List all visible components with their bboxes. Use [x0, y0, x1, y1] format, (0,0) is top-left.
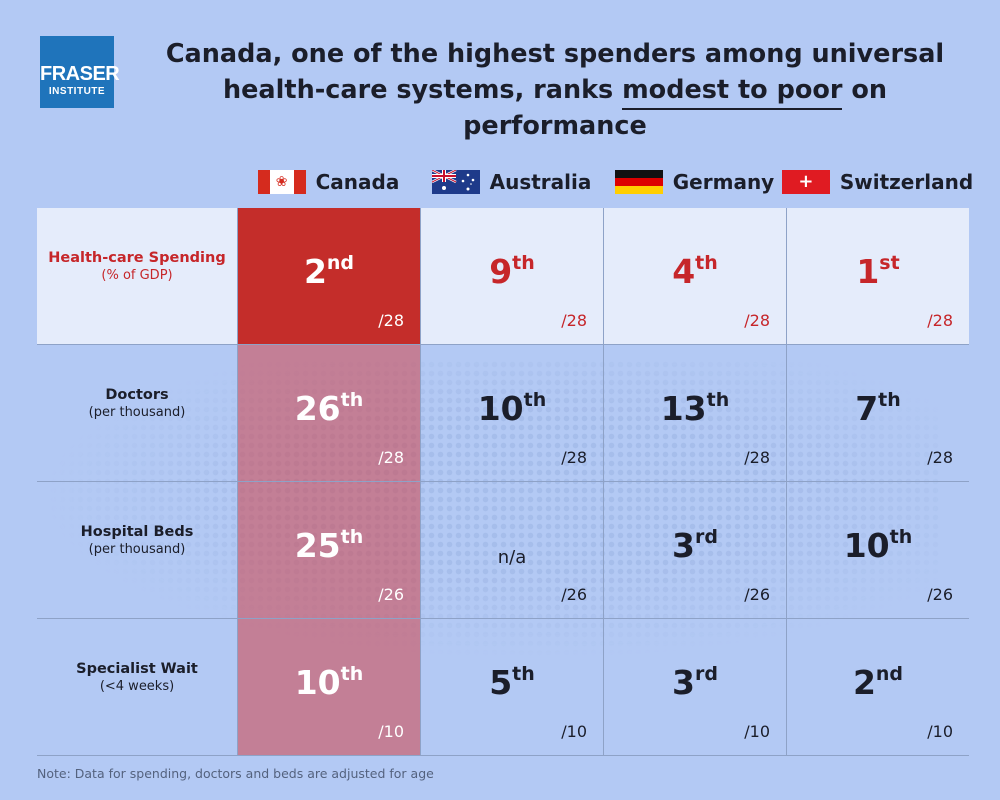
rank-denominator: /26	[927, 585, 953, 604]
rank-value: 3rd	[672, 526, 718, 565]
rank-cell-switzerland: 2nd /10	[786, 619, 969, 755]
rank-cell-canada: 26th /28	[237, 345, 420, 481]
title-underlined-phrase: modest to poor	[622, 75, 843, 110]
rank-denominator: /10	[378, 722, 404, 741]
row-label-sub: (% of GDP)	[101, 267, 173, 283]
ranking-table: Health-care Spending (% of GDP) 2nd /28 …	[37, 208, 969, 756]
rank-value: 10th	[294, 663, 364, 702]
row-label-sub: (per thousand)	[88, 541, 186, 557]
rank-value: 10th	[477, 389, 547, 428]
rank-value: 2nd	[852, 663, 904, 702]
row-label-main: Doctors	[105, 386, 169, 403]
rank-denominator: /28	[927, 448, 953, 467]
logo-line2: INSTITUTE	[48, 86, 106, 97]
australia-flag-icon	[431, 170, 480, 194]
row-label: Specialist Wait (<4 weeks)	[37, 619, 237, 755]
rank-denominator: /28	[378, 448, 404, 467]
rank-denominator: /10	[561, 722, 587, 741]
rank-denominator: /10	[744, 722, 770, 741]
rank-value: 26th	[294, 389, 364, 428]
title-line2-pre: health-care systems, ranks	[222, 75, 623, 105]
world-map-background	[40, 360, 940, 660]
rank-cell-germany: 3rd /10	[603, 619, 786, 755]
country-name: Germany	[672, 170, 775, 194]
rank-value: 5th	[489, 663, 535, 702]
fraser-institute-logo: FRASER INSTITUTE	[40, 36, 120, 108]
page-title: Canada, one of the highest spenders amon…	[130, 36, 980, 144]
rank-cell-germany: 13th /28	[603, 345, 786, 481]
logo-line1: FRASER	[40, 63, 120, 85]
rank-cell-australia: 9th /28	[420, 208, 603, 344]
rank-value: 2nd	[303, 252, 355, 291]
germany-flag-icon	[614, 170, 663, 194]
rank-denominator: /28	[744, 448, 770, 467]
rank-denominator: /28	[927, 311, 953, 330]
rank-cell-switzerland: 7th /28	[786, 345, 969, 481]
rank-denominator: /28	[561, 311, 587, 330]
row-label-main: Specialist Wait	[76, 660, 198, 677]
rank-value: 13th	[660, 389, 730, 428]
rank-cell-switzerland: 1st /28	[786, 208, 969, 344]
rank-denominator: /26	[744, 585, 770, 604]
rank-value: n/a	[497, 547, 527, 568]
switzerland-flag-icon: +	[781, 170, 830, 194]
rank-cell-australia: 10th /28	[420, 345, 603, 481]
rank-cell-australia: n/a /26	[420, 482, 603, 618]
row-label: Doctors (per thousand)	[37, 345, 237, 481]
footnote: Note: Data for spending, doctors and bed…	[37, 766, 434, 781]
rank-cell-germany: 3rd /26	[603, 482, 786, 618]
row-label-main: Health-care Spending	[48, 249, 226, 266]
rank-value: 4th	[672, 252, 718, 291]
row-label-sub: (per thousand)	[88, 404, 186, 420]
rank-cell-switzerland: 10th /26	[786, 482, 969, 618]
title-line2: health-care systems, ranks modest to poo…	[130, 72, 980, 144]
canada-flag-icon: ❀	[257, 170, 306, 194]
table-row-doctors: Doctors (per thousand) 26th /28 10th /28…	[37, 345, 969, 482]
table-row-hospital-beds: Hospital Beds (per thousand) 25th /26 n/…	[37, 482, 969, 619]
rank-denominator: /26	[378, 585, 404, 604]
row-label: Health-care Spending (% of GDP)	[37, 208, 237, 344]
rank-value: 9th	[489, 252, 535, 291]
rank-cell-germany: 4th /28	[603, 208, 786, 344]
country-name: Switzerland	[839, 170, 974, 194]
rank-denominator: /28	[378, 311, 404, 330]
table-row-specialist-wait: Specialist Wait (<4 weeks) 10th /10 5th …	[37, 619, 969, 756]
row-label-main: Hospital Beds	[80, 523, 194, 540]
rank-denominator: /28	[744, 311, 770, 330]
rank-denominator: /28	[561, 448, 587, 467]
country-header-switzerland: + Switzerland	[781, 168, 973, 196]
rank-denominator: /26	[561, 585, 587, 604]
row-label-sub: (<4 weeks)	[99, 678, 175, 694]
country-header-australia: Australia	[420, 168, 603, 196]
rank-value: 1st	[856, 252, 900, 291]
rank-cell-canada: 10th /10	[237, 619, 420, 755]
rank-value: 10th	[843, 526, 913, 565]
rank-cell-canada: 2nd /28	[237, 208, 420, 344]
rank-value: 3rd	[672, 663, 718, 702]
country-name: Australia	[489, 170, 592, 194]
row-label: Hospital Beds (per thousand)	[37, 482, 237, 618]
country-name: Canada	[315, 170, 400, 194]
rank-value: 25th	[294, 526, 364, 565]
rank-denominator: /10	[927, 722, 953, 741]
rank-cell-canada: 25th /26	[237, 482, 420, 618]
country-header-germany: Germany	[603, 168, 786, 196]
title-line2-post: on performance	[463, 75, 888, 141]
table-row-spending: Health-care Spending (% of GDP) 2nd /28 …	[37, 208, 969, 345]
title-line1: Canada, one of the highest spenders amon…	[165, 39, 945, 69]
rank-value: 7th	[855, 389, 901, 428]
country-header-canada: ❀ Canada	[237, 168, 420, 196]
rank-cell-australia: 5th /10	[420, 619, 603, 755]
